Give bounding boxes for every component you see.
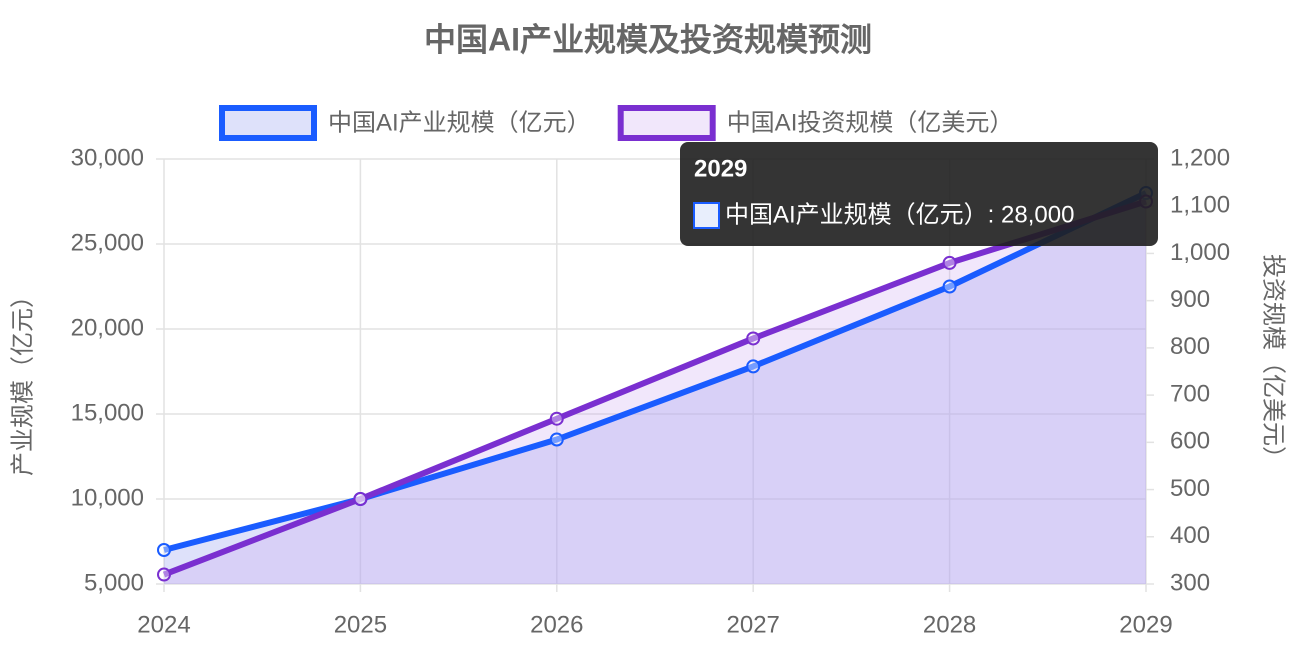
point — [942, 255, 957, 270]
series-area — [164, 201, 1146, 584]
point — [157, 567, 171, 582]
x-tick-label: 2024 — [137, 611, 190, 638]
point — [746, 359, 761, 374]
tooltip-swatch — [693, 202, 720, 229]
point — [157, 543, 171, 557]
x-tick-label: 2027 — [727, 611, 780, 638]
y-tick-label: 15,000 — [71, 399, 144, 426]
x-tick-label: 2029 — [1119, 611, 1172, 638]
y-tick-label: 30,000 — [71, 144, 144, 171]
tooltip: 2029 中国AI产业规模（亿元）: 28,000 — [680, 142, 1158, 246]
x-tick-label: 2025 — [334, 611, 387, 638]
y-tick-label: 20,000 — [71, 314, 144, 341]
y2-tick-label: 800 — [1170, 333, 1210, 360]
y-tick-label: 25,000 — [71, 229, 144, 256]
point — [353, 492, 368, 506]
chart-title: 中国AI产业规模及投资规模预测 — [424, 21, 872, 57]
series-line — [162, 198, 1147, 578]
y-tick-label: 10,000 — [71, 484, 144, 511]
y2-tick-label: 300 — [1170, 569, 1210, 596]
y2-tick-label: 500 — [1170, 475, 1210, 502]
series-line — [163, 190, 1148, 553]
legend-swatch — [219, 105, 317, 141]
y2-tick-label: 700 — [1170, 380, 1210, 407]
tooltip-label: 中国AI产业规模（亿元）: 28,000 — [725, 201, 1074, 228]
point — [549, 411, 564, 426]
y2-tick-label: 1,000 — [1170, 239, 1230, 266]
x-tick-label: 2026 — [530, 611, 583, 638]
point — [549, 432, 564, 447]
y2-tick-label: 1,100 — [1170, 192, 1230, 219]
point — [746, 331, 761, 346]
y2-tick-label: 900 — [1170, 286, 1210, 313]
point — [942, 279, 957, 294]
y2-tick-label: 1,200 — [1170, 144, 1230, 171]
tooltip-title: 2029 — [694, 155, 747, 182]
y2-tick-label: 600 — [1170, 428, 1210, 455]
tooltip-box — [680, 142, 1158, 246]
legend-label: 中国AI产业规模（亿元） — [328, 109, 591, 136]
legend-swatch — [617, 105, 716, 141]
y2-tick-label: 400 — [1170, 522, 1210, 549]
y-axis-title: 产业规模（亿元） — [9, 284, 36, 476]
legend-label: 中国AI投资规模（亿美元） — [727, 109, 1014, 136]
x-tick-label: 2028 — [923, 611, 976, 638]
y-tick-label: 5,000 — [84, 569, 144, 596]
y2-axis-title: 投资规模（亿美元） — [1260, 254, 1287, 470]
